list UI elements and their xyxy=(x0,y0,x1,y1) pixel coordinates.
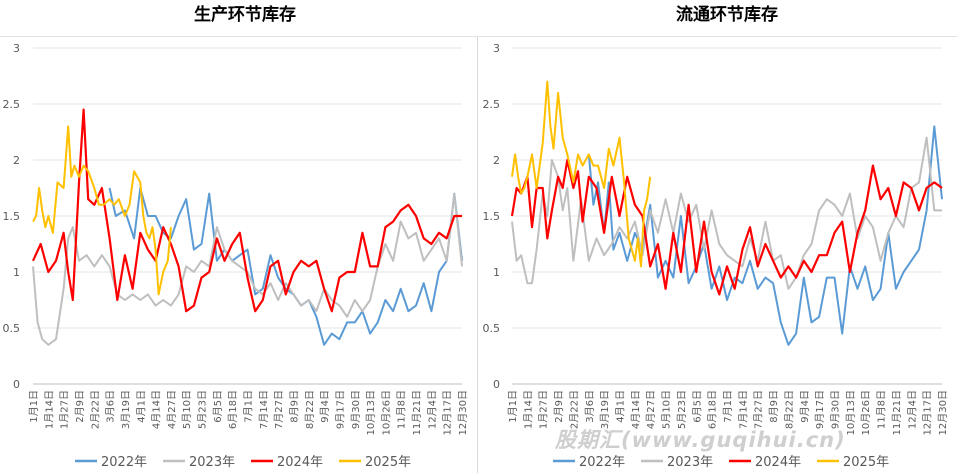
x-tick-label: 2月9日 xyxy=(74,390,86,423)
x-tick-label: 10月13日 xyxy=(365,390,377,435)
y-tick-label: 1.5 xyxy=(483,210,501,223)
x-tick-label: 3月19日 xyxy=(599,390,611,429)
x-tick-label: 1月27日 xyxy=(59,390,71,429)
x-tick-label: 11月21日 xyxy=(891,390,903,435)
x-tick-label: 10月26日 xyxy=(380,390,392,435)
series-line-3 xyxy=(510,158,943,296)
x-tick-label: 12月4日 xyxy=(906,390,918,429)
x-tick-label: 4月27日 xyxy=(645,390,657,429)
x-tick-label: 11月21日 xyxy=(411,390,423,435)
x-tick-label: 2月22日 xyxy=(89,390,101,429)
x-tick-label: 7月14日 xyxy=(737,390,749,429)
x-tick-label: 9月17日 xyxy=(334,390,346,429)
x-tick-label: 5月10日 xyxy=(181,390,193,429)
chart-production-inventory: 生产环节库存 0 0.5 1 1.5 2 2.5 3 1月1日 1月14日 1月27日 2月9日 2月2… xyxy=(3,4,470,470)
y-tick-label: 1 xyxy=(493,266,500,279)
x-tick-label: 7月27日 xyxy=(273,390,285,429)
x-tick-label: 8月9日 xyxy=(288,390,300,423)
x-tick-label: 6月18日 xyxy=(227,390,239,429)
x-tick-label: 12月30日 xyxy=(937,390,949,435)
x-tick-label: 1月14日 xyxy=(43,390,55,429)
x-tick-label: 2月9日 xyxy=(553,390,565,423)
x-tick-label: 4月1日 xyxy=(135,390,147,423)
x-tick-label: 8月22日 xyxy=(783,390,795,429)
x-tick-label: 10月26日 xyxy=(860,390,872,435)
x-tick-label: 4月27日 xyxy=(166,390,178,429)
y-tick-label: 2.5 xyxy=(483,98,501,111)
series-line-4 xyxy=(511,80,652,268)
series-line-2 xyxy=(511,136,942,290)
x-tick-label: 3月6日 xyxy=(584,390,596,423)
x-tick-label: 11月8日 xyxy=(876,390,888,429)
x-tick-label: 7月1日 xyxy=(722,390,734,423)
x-tick-label: 9月30日 xyxy=(350,390,362,429)
x-tick-label: 7月14日 xyxy=(258,390,270,429)
x-tick-label: 3月6日 xyxy=(105,390,117,423)
x-tick-label: 7月1日 xyxy=(243,390,255,423)
legend-label: 2025年 xyxy=(365,455,411,470)
series-line-1 xyxy=(587,125,943,346)
y-tick-label: 1.5 xyxy=(3,210,21,223)
legend-label: 2023年 xyxy=(667,455,713,470)
y-tick-label: 3 xyxy=(493,42,500,55)
y-tick-label: 0.5 xyxy=(3,322,21,335)
y-tick-label: 2 xyxy=(13,154,20,167)
x-tick-label: 12月17日 xyxy=(442,390,454,435)
x-tick-label: 4月14日 xyxy=(151,390,163,429)
y-tick-label: 2 xyxy=(493,154,500,167)
legend-label: 2024年 xyxy=(755,455,801,470)
x-tick-label: 4月1日 xyxy=(615,390,627,423)
legend-label: 2025年 xyxy=(843,455,889,470)
x-tick-label: 6月5日 xyxy=(212,390,224,423)
watermark: 股期汇(www.guqihui.cn) xyxy=(555,428,846,452)
x-tick-label: 9月30日 xyxy=(830,390,842,429)
x-tick-label: 1月1日 xyxy=(28,390,40,423)
x-tick-label: 1月27日 xyxy=(538,390,550,429)
series-line-4 xyxy=(32,125,172,296)
x-tick-label: 2月22日 xyxy=(568,390,580,429)
x-tick-label: 5月23日 xyxy=(197,390,209,429)
legend-label: 2022年 xyxy=(101,455,147,470)
x-tick-label: 9月17日 xyxy=(814,390,826,429)
x-tick-label: 8月9日 xyxy=(768,390,780,423)
x-tick-label: 10月13日 xyxy=(845,390,857,435)
y-tick-label: 3 xyxy=(13,42,20,55)
x-tick-label: 9月4日 xyxy=(319,390,331,423)
x-tick-label: 9月4日 xyxy=(799,390,811,423)
x-tick-label: 1月1日 xyxy=(507,390,519,423)
series-line-2 xyxy=(32,192,463,346)
x-tick-label: 1月14日 xyxy=(522,390,534,429)
x-tick-label: 12月30日 xyxy=(457,390,469,435)
chart-circulation-inventory: 流通环节库存 0 0.5 1 1.5 2 2.5 3 1月1日 1月14日 1月27日 2月9日 2月2… xyxy=(483,4,950,470)
x-tick-label: 5月10日 xyxy=(661,390,673,429)
chart-title: 生产环节库存 xyxy=(194,4,296,25)
x-tick-label: 8月22日 xyxy=(304,390,316,429)
x-tick-label: 11月8日 xyxy=(396,390,408,429)
y-tick-label: 2.5 xyxy=(3,98,21,111)
legend-label: 2023年 xyxy=(189,455,235,470)
x-tick-label: 6月18日 xyxy=(707,390,719,429)
x-tick-label: 12月17日 xyxy=(922,390,934,435)
chart-title: 流通环节库存 xyxy=(676,4,778,25)
y-tick-label: 1 xyxy=(13,266,20,279)
x-tick-label: 3月19日 xyxy=(120,390,132,429)
x-tick-label: 6月5日 xyxy=(691,390,703,423)
legend-label: 2024年 xyxy=(277,455,323,470)
x-tick-label: 4月14日 xyxy=(630,390,642,429)
x-tick-label: 7月27日 xyxy=(753,390,765,429)
legend-label: 2022年 xyxy=(579,455,625,470)
x-tick-label: 12月4日 xyxy=(426,390,438,429)
x-tick-label: 5月23日 xyxy=(676,390,688,429)
y-tick-label: 0.5 xyxy=(483,322,501,335)
series-line-3 xyxy=(32,108,462,313)
y-tick-label: 0 xyxy=(493,378,500,391)
y-tick-label: 0 xyxy=(13,378,20,391)
